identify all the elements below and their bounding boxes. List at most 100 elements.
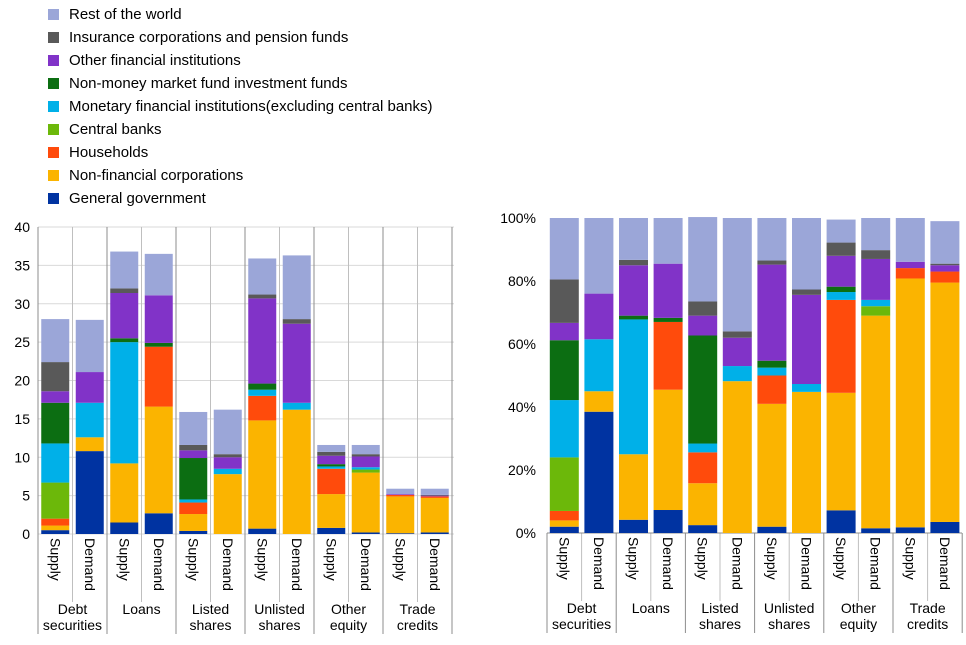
category-label: Supply bbox=[902, 537, 918, 580]
category-label: Demand bbox=[358, 538, 374, 591]
bar-segment bbox=[75, 372, 104, 403]
legend-item: General government bbox=[48, 187, 433, 210]
category-label: Demand bbox=[591, 537, 607, 590]
bar-segment bbox=[757, 367, 787, 376]
y-tick-label: 30 bbox=[14, 296, 30, 312]
bar-segment bbox=[351, 472, 380, 533]
legend-swatch bbox=[48, 147, 59, 158]
group-label: Debt bbox=[567, 600, 597, 616]
bar-segment bbox=[351, 469, 380, 473]
bar-segment bbox=[722, 366, 752, 382]
bar-segment bbox=[110, 293, 139, 339]
bar-segment bbox=[75, 437, 104, 452]
bar-segment bbox=[549, 279, 579, 323]
bar-segment bbox=[619, 218, 648, 260]
bar-segment bbox=[688, 335, 718, 444]
y-tick-label: 25 bbox=[14, 334, 30, 350]
category-label: Supply bbox=[47, 538, 63, 581]
group-label: equity bbox=[330, 617, 367, 633]
legend-item: Households bbox=[48, 141, 433, 164]
group-label: Trade bbox=[910, 600, 946, 616]
legend-swatch bbox=[48, 55, 59, 66]
group-label: Debt bbox=[58, 601, 88, 617]
bar-segment bbox=[895, 218, 925, 262]
group-label: shares bbox=[699, 616, 741, 632]
bar-segment bbox=[653, 263, 683, 318]
bar-segment bbox=[930, 265, 960, 272]
y-tick-label: 40% bbox=[508, 399, 536, 415]
bar-segment bbox=[144, 406, 173, 514]
bar-segment bbox=[792, 294, 821, 385]
bar-segment bbox=[386, 494, 415, 495]
legend-item: Non-money market fund investment funds bbox=[48, 72, 433, 95]
bar-segment bbox=[549, 526, 579, 533]
bar-segment bbox=[619, 265, 648, 316]
bar-segment bbox=[248, 294, 277, 299]
group-label: Other bbox=[331, 601, 366, 617]
bar-segment bbox=[619, 315, 648, 320]
legend-swatch bbox=[48, 193, 59, 204]
bar-segment bbox=[351, 532, 380, 534]
bar-segment bbox=[317, 464, 346, 467]
legend-swatch bbox=[48, 101, 59, 112]
bar-segment bbox=[41, 319, 70, 363]
bar-segment bbox=[757, 260, 787, 265]
category-label: Demand bbox=[427, 538, 443, 591]
bar-segment bbox=[420, 532, 449, 534]
bar-segment bbox=[110, 288, 139, 294]
category-label: Demand bbox=[937, 537, 953, 590]
bar-segment bbox=[688, 452, 718, 484]
bar-segment bbox=[386, 488, 415, 495]
bar-segment bbox=[792, 218, 821, 290]
group-label: credits bbox=[397, 617, 438, 633]
legend-item: Monetary financial institutions(excludin… bbox=[48, 95, 433, 118]
legend-item: Non-financial corporations bbox=[48, 164, 433, 187]
bar-segment bbox=[930, 221, 960, 264]
category-label: Supply bbox=[254, 538, 270, 581]
bar-segment bbox=[584, 339, 614, 392]
bar-segment bbox=[619, 319, 648, 455]
bar-segment bbox=[930, 521, 960, 533]
bar-segment bbox=[282, 319, 311, 324]
category-label: Supply bbox=[695, 537, 711, 580]
bar-segment bbox=[41, 402, 70, 444]
bar-segment bbox=[549, 457, 579, 511]
group-label: shares bbox=[768, 616, 810, 632]
bar-segment bbox=[110, 251, 139, 289]
bar-segment bbox=[722, 331, 752, 338]
group-label: shares bbox=[189, 617, 231, 633]
legend-swatch bbox=[48, 170, 59, 181]
bar-segment bbox=[317, 494, 346, 528]
bar-segment bbox=[248, 528, 277, 534]
chart-2: 0% 20% 40% 60% 80% 100% Supply Demand Supply Dema… bbox=[500, 210, 963, 633]
bar-segment bbox=[317, 527, 346, 534]
legend-label: Non-financial corporations bbox=[69, 167, 244, 184]
bar-segment bbox=[317, 466, 346, 469]
bar-segment bbox=[317, 455, 346, 465]
bar-segment bbox=[722, 381, 752, 533]
bar-segment bbox=[549, 340, 579, 401]
bar-segment bbox=[41, 530, 70, 534]
bar-segment bbox=[619, 519, 648, 533]
bar-segment bbox=[351, 456, 380, 468]
bar-segment bbox=[110, 342, 139, 464]
bar-segment bbox=[317, 451, 346, 456]
group-label: securities bbox=[43, 617, 102, 633]
bar-segment bbox=[861, 218, 891, 251]
group-label: Trade bbox=[399, 601, 435, 617]
bar-segment bbox=[861, 250, 891, 259]
legend-item: Insurance corporations and pension funds bbox=[48, 26, 433, 49]
y-tick-label: 60% bbox=[508, 336, 536, 352]
bar-segment bbox=[351, 454, 380, 457]
category-label: Supply bbox=[323, 538, 339, 581]
bar-segment bbox=[386, 496, 415, 534]
bar-segment bbox=[792, 289, 821, 295]
bar-segment bbox=[75, 451, 104, 534]
bar-segment bbox=[248, 258, 277, 295]
bar-segment bbox=[351, 467, 380, 470]
category-label: Supply bbox=[626, 537, 642, 580]
bar-segment bbox=[420, 488, 449, 495]
group-label: Loans bbox=[632, 600, 670, 616]
bar-segment bbox=[792, 391, 821, 533]
